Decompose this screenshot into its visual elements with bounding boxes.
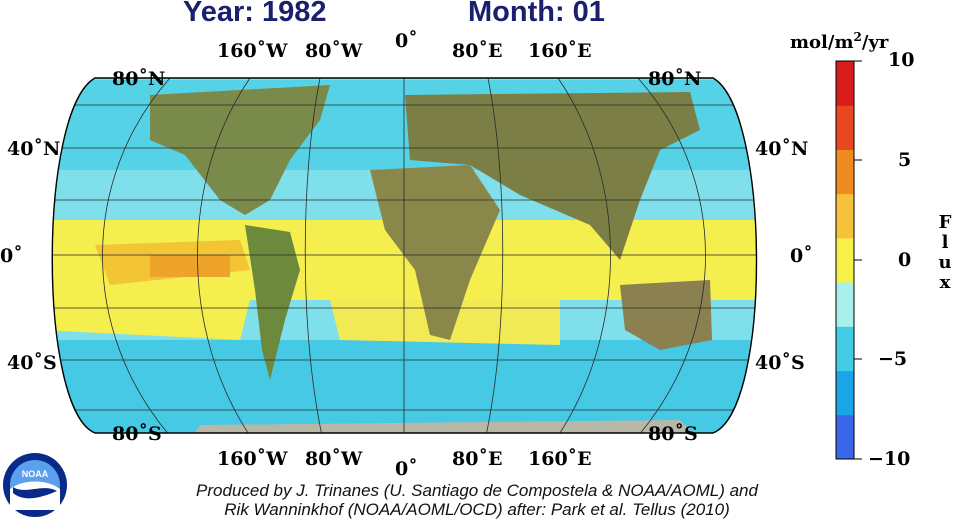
colorbar-segment [836, 105, 854, 150]
equatorial-pacific-core [150, 255, 230, 277]
lat-label-right-80n: 80˚N [648, 68, 702, 90]
colorbar-tick-label: 10 [888, 49, 915, 71]
lat-label-left-0: 0˚ [0, 245, 23, 267]
lat-label-right-40s: 40˚S [755, 352, 805, 374]
southern-ocean-band [52, 340, 757, 433]
lon-label-top-160e: 160˚E [528, 40, 592, 62]
colorbar-segment [836, 414, 854, 460]
lon-label-top-0: 0˚ [395, 30, 418, 52]
unit-base: mol/m [790, 32, 854, 53]
antarctica-land [190, 420, 700, 433]
credit-line-2: Rik Wanninkhof (NOAA/AOML/OCD) after: Pa… [224, 500, 730, 519]
graticule [52, 78, 757, 433]
colorbar-segment [836, 193, 854, 239]
lat-label-right-40n: 40˚N [755, 138, 809, 160]
globe-outline [51, 77, 758, 434]
lon-label-top-80e: 80˚E [452, 40, 503, 62]
colorbar-unit-label: mol/m2/yr [790, 30, 888, 53]
lat-label-left-80s: 80˚S [112, 423, 162, 445]
colorbar-segment [836, 61, 854, 106]
tropical-outgassing-band [52, 220, 757, 300]
north-america-land [150, 85, 330, 215]
lon-label-bottom-80w: 80˚W [305, 448, 363, 470]
lon-label-top-80w: 80˚W [305, 40, 363, 62]
colorbar [835, 60, 862, 460]
colorbar-tick-label: −10 [868, 448, 911, 470]
colorbar-tick-label: 0 [898, 249, 912, 271]
unit-tail: /yr [861, 32, 889, 53]
lon-label-bottom-160e: 160˚E [528, 448, 592, 470]
lat-label-left-80n: 80˚N [112, 68, 166, 90]
colorbar-segment [836, 326, 854, 372]
colorbar-segment [836, 282, 854, 327]
noaa-logo: NOAA [3, 453, 67, 517]
colorbar-tick-label: −5 [878, 348, 908, 370]
eurasia-land [405, 92, 700, 260]
lat-label-right-80s: 80˚S [648, 423, 698, 445]
africa-land [370, 165, 500, 340]
lat-label-right-0: 0˚ [790, 245, 813, 267]
lat-label-left-40s: 40˚S [7, 352, 57, 374]
year-title: Year: 1982 [183, 0, 327, 28]
unit-exponent: 2 [853, 30, 862, 44]
lon-label-bottom-0: 0˚ [395, 458, 418, 480]
south-america-land [245, 225, 300, 380]
australia-land [620, 280, 712, 350]
month-title: Month: 01 [468, 0, 605, 28]
lon-label-bottom-160w: 160˚W [217, 448, 288, 470]
colorbar-segment [836, 149, 854, 195]
credit-line-1: Produced by J. Trinanes (U. Santiago de … [196, 481, 758, 500]
colorbar-segment [836, 370, 854, 416]
colorbar-ticks [854, 60, 862, 460]
south-pacific-warm-region [52, 300, 250, 340]
noaa-logo-text: NOAA [22, 469, 49, 479]
colorbar-segment [836, 237, 854, 283]
lon-label-top-160w: 160˚W [217, 40, 288, 62]
colorbar-variable-label: Flux [938, 212, 952, 293]
lon-label-bottom-80e: 80˚E [452, 448, 503, 470]
lat-label-left-40n: 40˚N [7, 138, 61, 160]
colorbar-tick-label: 5 [898, 149, 912, 171]
